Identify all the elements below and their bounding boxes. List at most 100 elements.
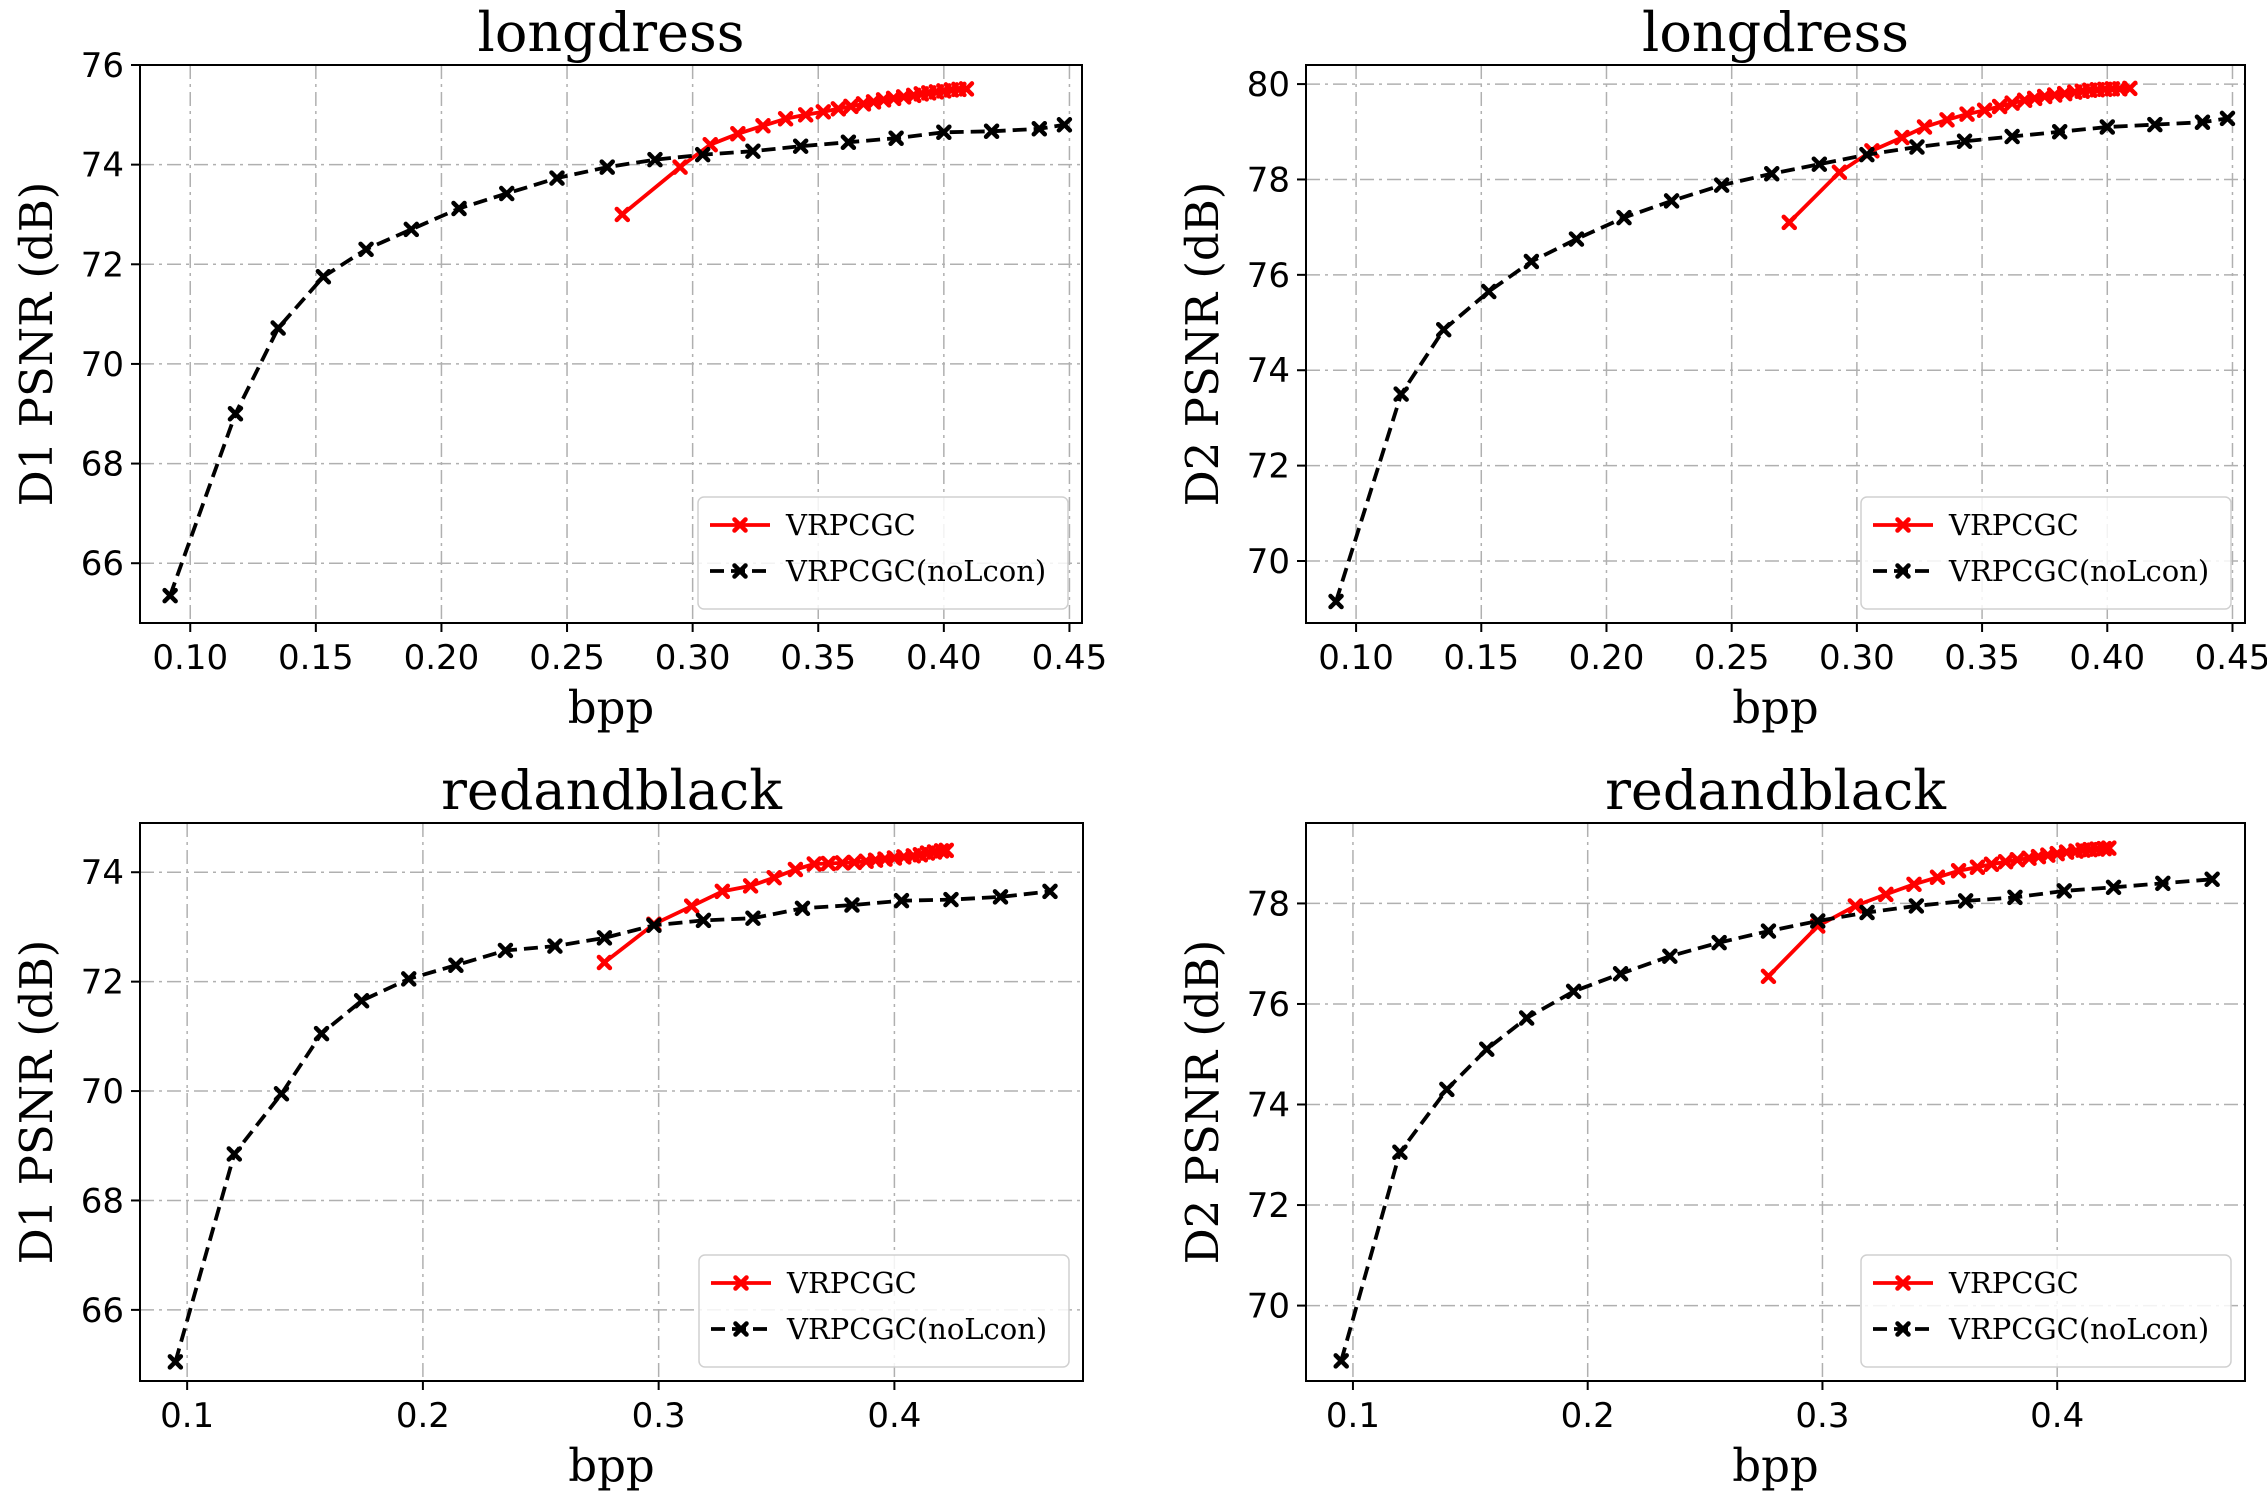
y-axis-label: D2 PSNR (dB) [1176, 940, 1229, 1265]
x-tick-label: 0.15 [1443, 638, 1519, 678]
data-point [1760, 968, 1777, 985]
data-point [596, 930, 613, 946]
data-point [1333, 1353, 1349, 1369]
data-point [1031, 121, 1048, 137]
data-point [1568, 231, 1585, 247]
plot-frame [139, 822, 1084, 1382]
data-point [843, 98, 859, 115]
x-tick-label: 0.2 [396, 1396, 450, 1436]
plot-frame [139, 64, 1083, 624]
data-point [888, 130, 904, 146]
data-point [315, 268, 332, 285]
data-point [815, 104, 832, 120]
data-point [1392, 1144, 1408, 1161]
data-point [730, 126, 746, 142]
legend: VRPCGC VRPCGC(noLcon) [698, 1254, 1070, 1368]
x-tick-label: 0.1 [160, 1396, 214, 1436]
y-tick-label: 66 [81, 544, 124, 584]
y-tick-label: 78 [1247, 160, 1290, 200]
y-axis-label: D1 PSNR (dB) [10, 940, 63, 1265]
x-tick-label: 0.30 [1819, 638, 1895, 678]
y-tick-label: 72 [1247, 1186, 1290, 1226]
x-tick-label: 0.2 [1561, 1396, 1615, 1436]
plot-frame [1305, 64, 2246, 624]
data-point [227, 406, 244, 422]
data-point [647, 151, 663, 168]
data-point [683, 898, 700, 914]
data-point [1056, 117, 1073, 133]
data-point [840, 134, 857, 150]
data-point [844, 897, 860, 913]
x-tick-label: 0.35 [1944, 638, 2020, 678]
data-point [1909, 139, 1925, 155]
data-point [313, 1025, 330, 1042]
x-tick-label: 0.3 [1795, 1396, 1849, 1436]
data-point [792, 138, 809, 154]
data-point [353, 993, 370, 1009]
data-point [672, 159, 688, 175]
y-tick-label: 74 [1247, 1086, 1290, 1126]
y-tick-label: 72 [1247, 447, 1290, 487]
data-point [745, 143, 761, 159]
legend-frame [1860, 496, 2232, 610]
data-point [820, 855, 837, 872]
data-point [1929, 869, 1946, 886]
data-point [1906, 876, 1922, 893]
y-tick-label: 74 [81, 146, 124, 186]
y-axis-label: D1 PSNR (dB) [10, 182, 63, 507]
legend-swatch-marker [1895, 1275, 1911, 1291]
data-point [1393, 386, 1409, 402]
legend: VRPCGC VRPCGC(noLcon) [1860, 1254, 2232, 1368]
data-point [830, 101, 847, 117]
y-tick-label: 74 [1247, 351, 1290, 391]
data-point [2009, 851, 2026, 868]
data-point [714, 883, 731, 900]
legend-label: VRPCGC(noLcon) [1948, 554, 2209, 588]
data-point [401, 971, 417, 987]
plot-frame [1305, 822, 2246, 1382]
data-point [1523, 253, 1540, 270]
data-point [1763, 165, 1780, 182]
data-point [1957, 893, 1974, 909]
legend-swatch-marker [732, 517, 748, 533]
chart-title: redandblack [1605, 759, 1947, 822]
x-tick-label: 0.20 [1569, 638, 1645, 678]
data-point [2219, 110, 2236, 127]
panel-d1-longdress: 0.10 0.15 0.20 0.25 0.30 0.35 0.40 0.45 66 68 70 72… [10, 1, 1107, 734]
data-point [938, 842, 955, 859]
data-point [549, 170, 565, 186]
data-point [893, 892, 910, 909]
x-tick-label: 0.3 [632, 1396, 686, 1436]
data-point [1997, 853, 2014, 870]
legend: VRPCGC VRPCGC(noLcon) [697, 496, 1069, 610]
data-point [1991, 98, 2008, 115]
data-point [646, 917, 662, 934]
data-point [596, 954, 613, 971]
legend-label: VRPCGC [786, 1266, 917, 1300]
y-tick-label: 76 [1247, 985, 1290, 1025]
data-point [806, 856, 822, 872]
data-point [695, 912, 712, 929]
chart-title: longdress [478, 1, 745, 64]
data-point [777, 111, 794, 127]
y-tick-label: 78 [1247, 884, 1290, 924]
data-point [1612, 966, 1629, 982]
x-tick-label: 0.25 [1694, 638, 1770, 678]
data-point [1894, 129, 1910, 146]
data-point [766, 869, 782, 886]
data-point [2051, 124, 2068, 140]
data-point [2122, 80, 2138, 97]
data-point [2004, 128, 2020, 145]
y-axis-label: D2 PSNR (dB) [1176, 182, 1229, 507]
x-tick-label: 0.15 [278, 638, 354, 678]
data-point [943, 891, 959, 908]
x-tick-label: 0.45 [2195, 638, 2267, 678]
data-point [614, 206, 631, 223]
data-point [755, 118, 771, 134]
data-point [745, 910, 761, 926]
data-point [1328, 593, 1344, 610]
x-tick-label: 0.4 [867, 1396, 921, 1436]
data-point [1481, 283, 1497, 300]
data-point [1663, 193, 1680, 209]
